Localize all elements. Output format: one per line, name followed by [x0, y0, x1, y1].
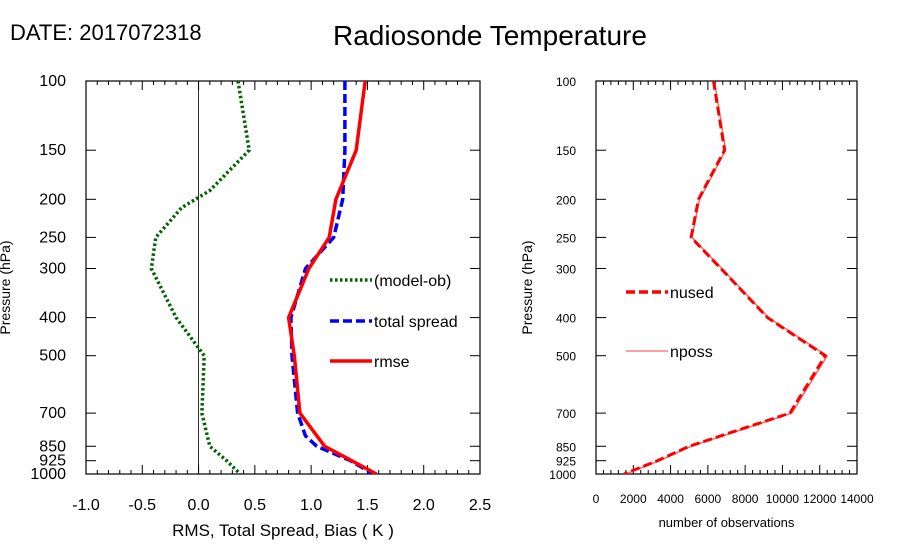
x-tick-label: -1.0 [72, 497, 100, 514]
y-tick-label: 400 [556, 312, 576, 326]
y-tick-label: 850 [39, 438, 66, 455]
x-tick-label: 8000 [732, 492, 759, 506]
x-tick-label: 0.5 [244, 497, 266, 514]
chart-panel-2: 0 2000 4000 6000 8000 10000 12000 14000 100 150 20… [519, 75, 874, 530]
x-tick-label: 0.0 [187, 497, 209, 514]
y-tick-label: 925 [39, 453, 66, 470]
y-tick-label: 1000 [549, 468, 576, 482]
y-tick-label: 100 [556, 75, 576, 89]
x-tick-label: -0.5 [128, 497, 156, 514]
x-tick-label: 6000 [695, 492, 722, 506]
legend-label: rmse [374, 354, 410, 371]
y-tick-label: 400 [39, 310, 66, 327]
y-tick-label: 150 [556, 144, 576, 158]
date-label: DATE: 2017072318 [10, 20, 202, 45]
x-tick-label: 0 [593, 492, 600, 506]
x-tick-label: 10000 [766, 492, 800, 506]
x-axis-label: number of observations [659, 515, 795, 530]
y-tick-label: 850 [556, 440, 576, 454]
x-tick-label: 1.0 [300, 497, 322, 514]
x-tick-label: 2.0 [413, 497, 435, 514]
x-tick-label: 2000 [620, 492, 647, 506]
x-tick-label: 2.5 [469, 497, 491, 514]
y-tick-label: 700 [556, 407, 576, 421]
x-tick-label: 14000 [840, 492, 874, 506]
y-tick-label: 250 [556, 231, 576, 245]
x-tick-label: 1.5 [356, 497, 378, 514]
plot-frame [85, 80, 481, 475]
y-tick-label: 500 [39, 348, 66, 365]
legend-label: total spread [374, 314, 458, 331]
y-tick-label: 300 [39, 261, 66, 278]
series-line-nused [623, 81, 827, 474]
y-tick-label: 300 [556, 263, 576, 277]
legend-label: (model-ob) [374, 273, 451, 290]
series-line-nposs [625, 81, 828, 474]
y-tick-label: 925 [556, 455, 576, 469]
x-axis-label: RMS, Total Spread, Bias ( K ) [172, 521, 394, 540]
chart-title: Radiosonde Temperature [333, 20, 647, 51]
legend-label: nused [670, 285, 714, 302]
y-tick-label: 100 [39, 73, 66, 90]
chart-panel-1: -1.0 -0.5 0.0 0.5 1.0 1.5 2.0 2.5 100 150 200 250 30… [0, 73, 491, 540]
series-line-rmse [286, 81, 378, 474]
y-tick-label: 200 [39, 191, 66, 208]
series-line-totalspread [289, 81, 374, 474]
plot-frame [595, 80, 858, 475]
x-tick-label: 12000 [803, 492, 837, 506]
y-tick-label: 150 [39, 142, 66, 159]
y-tick-label: 500 [556, 350, 576, 364]
y-tick-label: 1000 [30, 466, 66, 483]
y-tick-label: 700 [39, 405, 66, 422]
y-axis-label: Pressure (hPa) [519, 240, 535, 334]
y-axis-label: Pressure (hPa) [0, 240, 13, 334]
y-tick-label: 250 [39, 229, 66, 246]
y-tick-label: 200 [556, 193, 576, 207]
series-line-modelob [149, 81, 251, 474]
legend-label: nposs [670, 344, 713, 361]
x-tick-label: 4000 [657, 492, 684, 506]
